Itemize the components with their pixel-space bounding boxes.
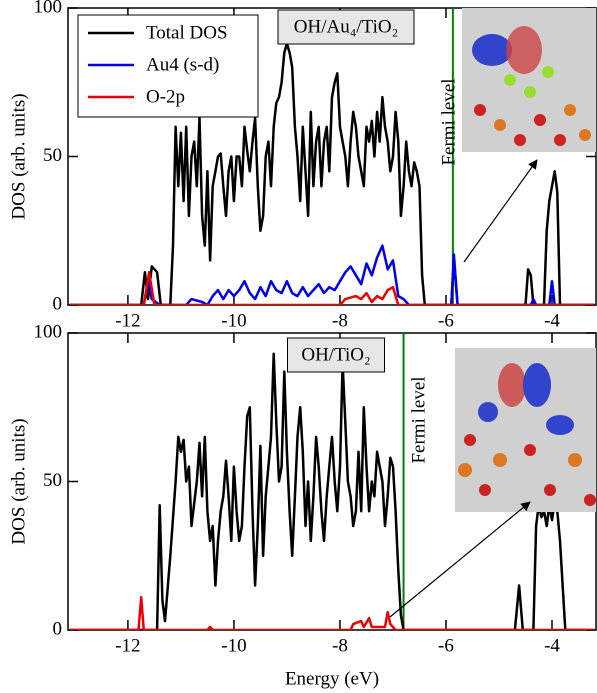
inset-image	[462, 8, 596, 152]
y-tick-label: 0	[53, 618, 63, 639]
x-tick-label: -10	[221, 310, 246, 331]
fermi-label: Fermi level	[438, 78, 459, 165]
y-axis-label: DOS (arb. units)	[8, 418, 29, 544]
plot: 0 50 100 -12 -10 -8 -6 -4 DOS (arb. units) Energy…	[8, 321, 597, 689]
legend-label: Au4 (s-d)	[146, 54, 219, 75]
legend-label: Total DOS	[146, 22, 228, 43]
title-box	[287, 337, 385, 373]
series-line	[69, 244, 595, 305]
series-line	[69, 352, 595, 630]
y-tick-label: 50	[43, 470, 62, 491]
series-line	[69, 271, 595, 305]
inset-image	[455, 348, 596, 512]
x-tick-label: -6	[438, 635, 454, 656]
y-tick-label: 100	[34, 321, 63, 342]
chart-title: OH/Au₄/TiO₂	[294, 16, 398, 37]
chart-title: OH/TiO₂	[301, 344, 370, 365]
series-line	[69, 42, 595, 305]
x-tick-label: -12	[115, 310, 140, 331]
legend-label: O-2p	[146, 86, 185, 107]
x-tick-label: -4	[544, 635, 560, 656]
series-line	[69, 596, 595, 630]
x-tick-label: -12	[115, 635, 140, 656]
y-tick-label: 100	[34, 0, 63, 17]
fermi-label: Fermi level	[408, 376, 429, 463]
y-tick-label: 0	[53, 293, 63, 314]
x-axis-label: Energy (eV)	[285, 668, 379, 689]
plot: 0 50 100 -12 -10 -8 -6 -4 DOS (arb. units) Fermi …	[8, 0, 597, 331]
arrow	[463, 159, 538, 263]
x-tick-label: -8	[332, 635, 348, 656]
arrow	[389, 501, 531, 618]
x-tick-label: -10	[221, 635, 246, 656]
y-tick-label: 50	[43, 145, 62, 166]
x-tick-label: -8	[332, 310, 348, 331]
x-tick-label: -6	[438, 310, 454, 331]
title-box	[277, 9, 415, 45]
x-tick-label: -4	[544, 310, 560, 331]
y-axis-label: DOS (arb. units)	[8, 93, 29, 219]
